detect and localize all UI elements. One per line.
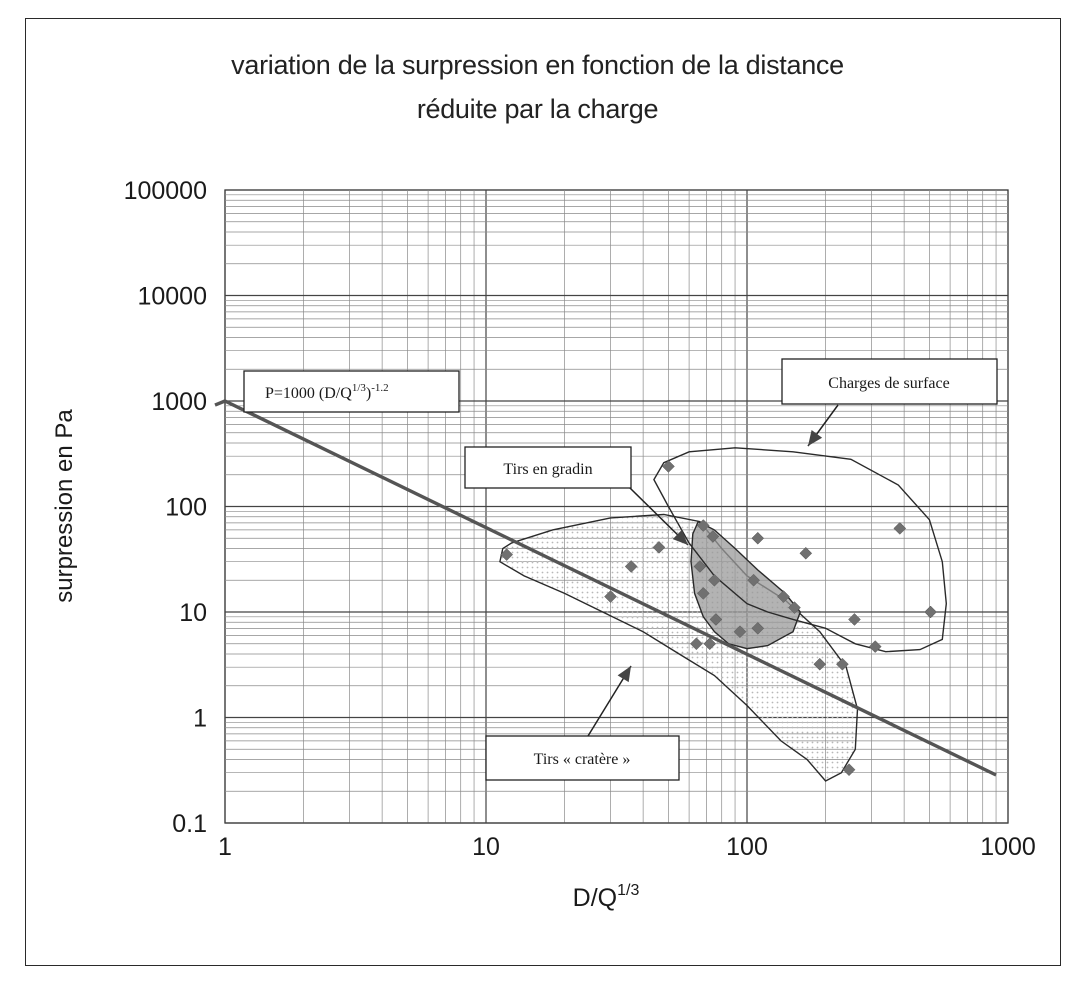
data-point [747, 573, 760, 587]
data-point [733, 625, 747, 639]
data-point [652, 540, 666, 554]
regions [499, 447, 948, 782]
data-point [848, 613, 861, 626]
data-point [604, 590, 617, 603]
region-outline [653, 447, 948, 653]
data-point [777, 590, 790, 603]
data-point [751, 531, 765, 545]
fit-line-group [225, 399, 997, 777]
data-point [703, 637, 717, 651]
y-tick-label: 100 [165, 494, 207, 522]
y-tick-label: 10 [179, 599, 207, 627]
data-point [662, 460, 675, 473]
fit-line-stub [214, 399, 226, 407]
data-point [799, 546, 813, 560]
data-point [500, 548, 514, 561]
data-point [893, 522, 907, 535]
gradin-arrow-head [672, 529, 688, 545]
chart-frame [25, 18, 1061, 966]
surface-label-box [781, 358, 998, 405]
data-point [708, 573, 721, 587]
y-tick-label: 10000 [137, 283, 207, 311]
data-point [868, 640, 882, 653]
annotations: P=1000 (D/Q1/3)-1.2 Charges de surface Tir… [243, 358, 998, 781]
x-tick-label: 100 [726, 833, 768, 861]
gradin-label-box [464, 446, 632, 489]
data-point [842, 763, 856, 777]
cratere-label-box [485, 735, 680, 781]
x-axis-label-sup: 1/3 [617, 882, 639, 899]
y-tick-label: 1 [193, 705, 207, 733]
fit-formula-sup1: 1/3 [352, 382, 367, 394]
x-tick-label: 10 [472, 833, 500, 861]
x-tick-label: 1 [218, 833, 232, 861]
surface-label: Charges de surface [828, 375, 949, 392]
data-point [706, 530, 720, 543]
data-point [696, 519, 710, 532]
grid [224, 189, 1009, 824]
cratere-label: Tirs « cratère » [534, 751, 631, 768]
data-point [813, 657, 827, 671]
x-tick-label: 1000 [980, 833, 1036, 861]
data-point [751, 621, 765, 635]
data-point [836, 657, 849, 671]
data-point [624, 560, 638, 573]
fit-formula-box [243, 370, 460, 413]
tick-labels: 0.1 1 10 100 1000 10000 100000 1 10 100 1000 [124, 177, 1036, 861]
gradin-label: Tirs en gradin [503, 461, 592, 478]
surface-arrow-head [808, 430, 823, 446]
chart-title-line1: variation de la surpression en fonction … [231, 50, 844, 80]
cratere-arrow-head [617, 666, 631, 683]
y-axis-label: surpression en Pa [51, 409, 78, 603]
data-point [709, 613, 723, 626]
chart-title-line2: réduite par la charge [416, 94, 659, 124]
fit-formula-label: P=1000 (D/Q1/3)-1.2 [265, 382, 389, 402]
fit-formula-sup2: -1.2 [371, 382, 388, 394]
x-axis-label-main: D/Q [573, 884, 617, 912]
fit-formula-close: ) [366, 385, 371, 402]
data-points [214, 399, 937, 777]
data-point [788, 601, 801, 614]
y-tick-label: 0.1 [172, 810, 207, 838]
data-point [690, 637, 703, 651]
data-point [924, 605, 937, 619]
y-tick-label: 100000 [124, 177, 207, 205]
y-tick-label: 1000 [151, 388, 207, 416]
x-axis-label: D/Q1/3 [573, 882, 640, 912]
fit-formula-main: P=1000 (D/Q [265, 385, 352, 402]
fit-line [225, 399, 997, 777]
data-point [693, 560, 707, 573]
data-point [696, 587, 710, 600]
